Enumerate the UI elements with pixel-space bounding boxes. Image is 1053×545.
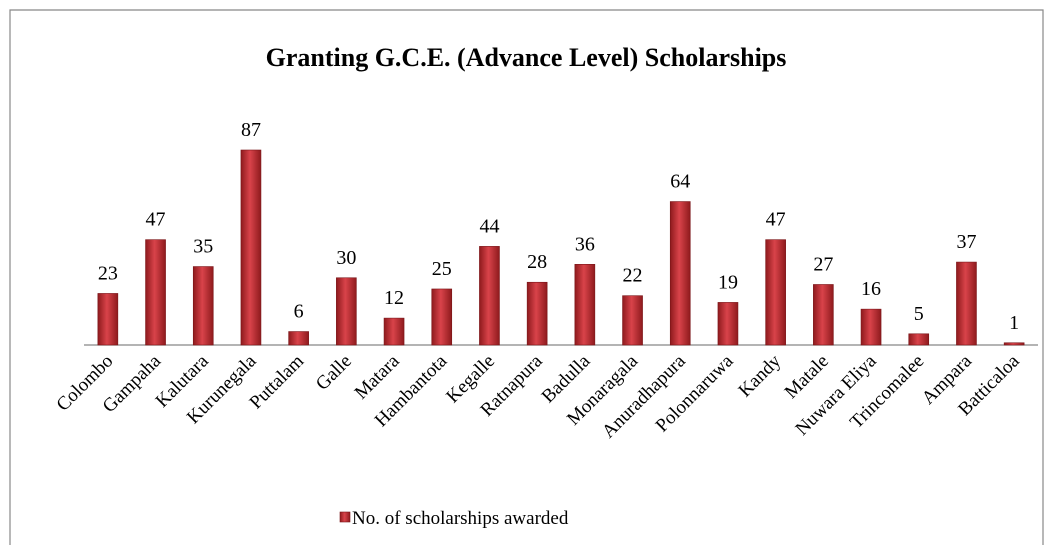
- data-label: 27: [813, 253, 833, 275]
- bar: [145, 239, 166, 346]
- bar: [669, 201, 691, 346]
- data-label: 87: [241, 119, 261, 141]
- data-label: 28: [527, 251, 547, 273]
- data-label: 22: [623, 265, 643, 287]
- data-label: 6: [294, 301, 304, 323]
- chart-title: Granting G.C.E. (Advance Level) Scholars…: [266, 43, 787, 72]
- legend-label: No. of scholarships awarded: [352, 508, 569, 529]
- bar: [813, 284, 834, 346]
- x-tick-label: Puttalam: [246, 351, 309, 414]
- legend-swatch: [339, 511, 351, 523]
- data-label: 47: [766, 209, 786, 231]
- bar: [765, 239, 786, 346]
- data-label: 64: [670, 171, 690, 193]
- bar: [240, 149, 262, 346]
- data-label: 36: [575, 233, 595, 255]
- data-label: 37: [956, 231, 976, 253]
- bar: [336, 277, 357, 346]
- bar: [288, 331, 309, 346]
- data-label: 16: [861, 278, 881, 300]
- bar: [526, 281, 548, 346]
- data-label: 19: [718, 271, 738, 293]
- bar: [431, 288, 453, 346]
- data-label: 23: [98, 262, 118, 284]
- data-label: 12: [384, 287, 404, 309]
- bar: [383, 317, 405, 346]
- data-label: 35: [193, 236, 213, 258]
- x-tick-label: Kandy: [735, 350, 786, 401]
- data-label: 47: [146, 209, 166, 231]
- bar: [574, 264, 596, 346]
- bar: [717, 302, 739, 346]
- bar: [908, 333, 930, 346]
- data-label: 44: [479, 215, 499, 237]
- data-label: 30: [336, 247, 356, 269]
- bar: [860, 308, 882, 346]
- bar: [192, 266, 214, 346]
- bar: [1003, 342, 1025, 346]
- data-label: 25: [432, 258, 452, 280]
- data-label: 1: [1009, 312, 1019, 334]
- data-label: 5: [914, 303, 924, 325]
- bar: [479, 246, 500, 346]
- bar: [97, 293, 119, 346]
- bar: [622, 295, 643, 346]
- chart-frame: [9, 9, 1044, 545]
- x-tick-label: Galle: [312, 351, 356, 395]
- bar: [956, 261, 977, 346]
